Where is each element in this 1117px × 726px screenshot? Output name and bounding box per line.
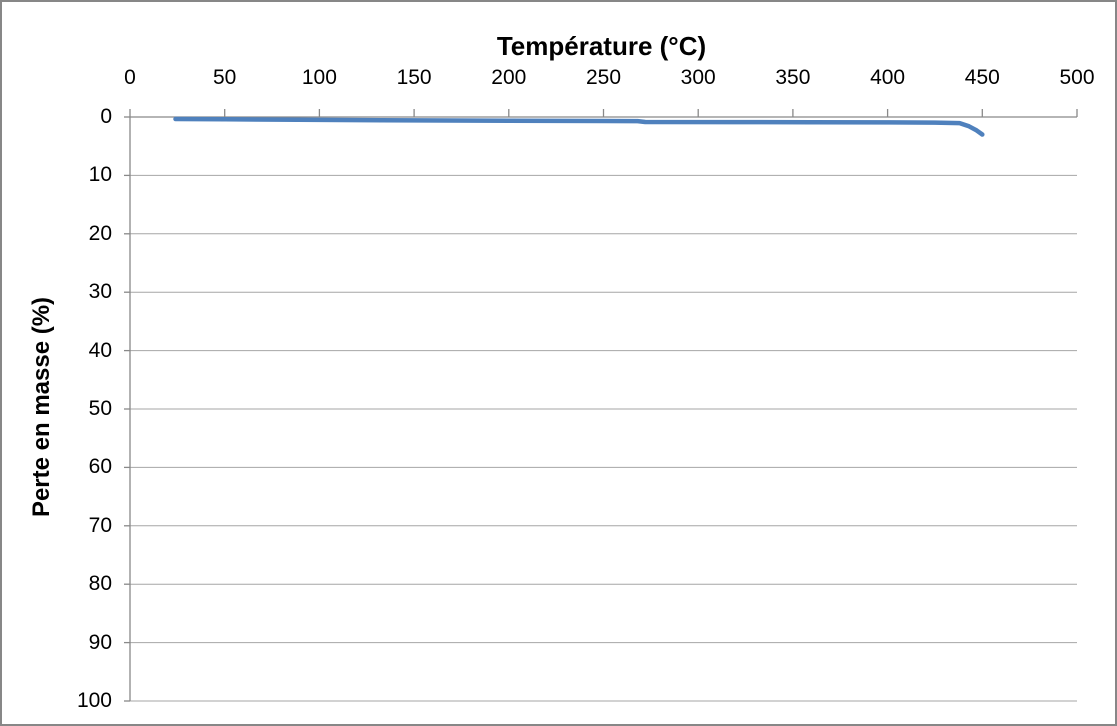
y-tick-label-10: 10 bbox=[88, 163, 112, 187]
y-tick-label-90: 90 bbox=[88, 630, 112, 654]
y-tick-label-0: 0 bbox=[100, 105, 112, 128]
y-tick-label-40: 40 bbox=[88, 338, 112, 362]
x-tick-label-0: 0 bbox=[124, 66, 136, 89]
y-tick-label-50: 50 bbox=[88, 397, 112, 420]
x-tick-label-400: 400 bbox=[870, 66, 906, 89]
series-line-0 bbox=[173, 116, 985, 137]
x-tick-label-350: 350 bbox=[775, 66, 811, 89]
x-tick-label-150: 150 bbox=[396, 66, 432, 89]
x-tick-label-450: 450 bbox=[964, 66, 1000, 89]
y-tick-label-60: 60 bbox=[88, 455, 112, 479]
x-tick-label-50: 50 bbox=[213, 66, 237, 89]
y-tick-label-30: 30 bbox=[88, 280, 112, 304]
x-axis-title: Température (°C) bbox=[496, 31, 707, 61]
x-tick-label-250: 250 bbox=[585, 66, 622, 89]
x-tick-label-100: 100 bbox=[301, 66, 337, 89]
x-tick-label-300: 300 bbox=[680, 66, 716, 89]
y-tick-label-80: 80 bbox=[88, 572, 112, 596]
y-tick-label-20: 20 bbox=[88, 221, 112, 245]
y-tick-label-100: 100 bbox=[76, 689, 112, 712]
x-tick-label-200: 200 bbox=[491, 66, 527, 89]
y-tick-label-70: 70 bbox=[88, 513, 112, 537]
x-tick-label-500: 500 bbox=[1059, 66, 1095, 89]
